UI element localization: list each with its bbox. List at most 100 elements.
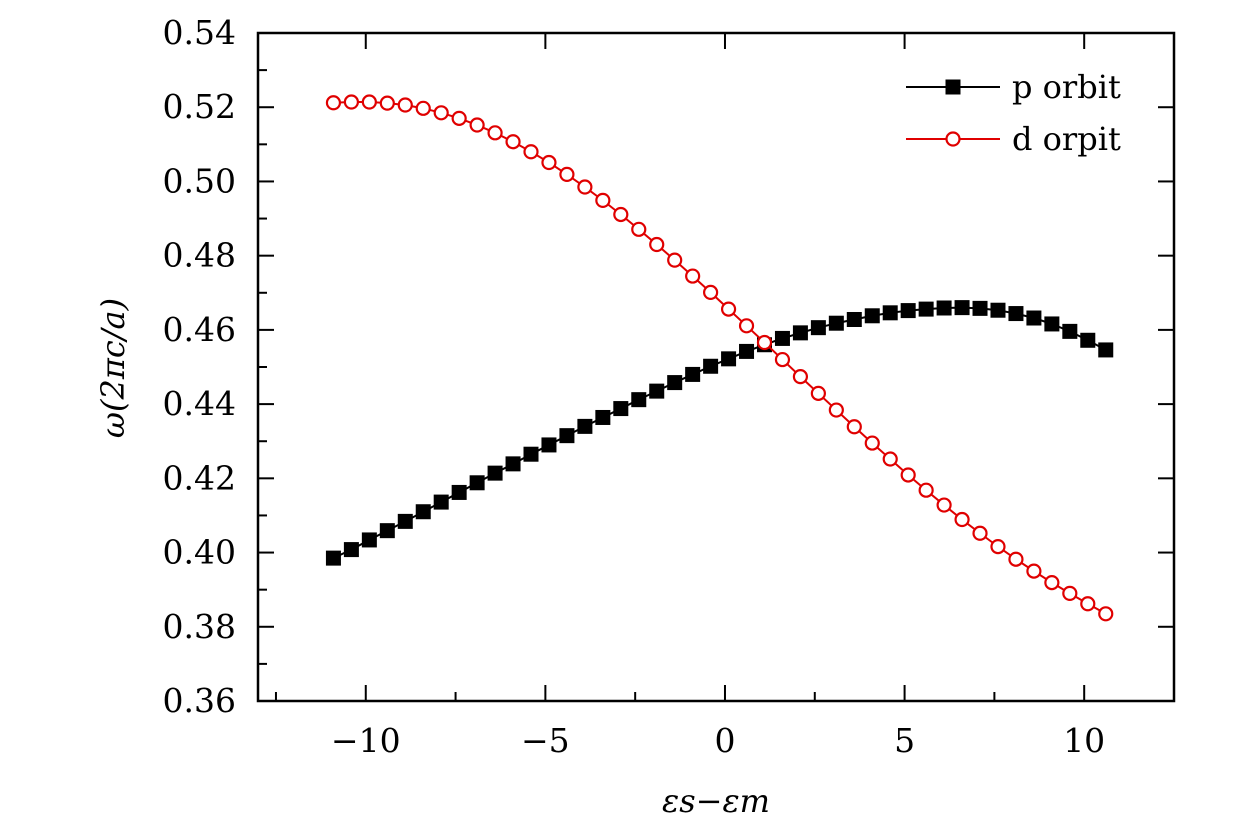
data-point xyxy=(703,284,719,301)
data-point xyxy=(649,236,665,253)
data-point xyxy=(990,539,1006,555)
data-point xyxy=(936,497,952,513)
data-point xyxy=(487,125,503,141)
data-point xyxy=(325,550,341,566)
y-axis-label: ω(2πc/a) xyxy=(94,298,132,438)
data-point xyxy=(487,465,503,481)
data-point xyxy=(343,94,359,110)
data-point xyxy=(720,301,737,317)
data-point xyxy=(792,325,808,341)
data-point xyxy=(433,105,449,121)
data-point xyxy=(649,383,665,399)
data-point xyxy=(810,385,826,401)
y-tick-label: 0.42 xyxy=(163,458,236,497)
data-point xyxy=(1080,332,1096,348)
data-point xyxy=(523,144,539,160)
data-point xyxy=(1026,563,1042,579)
data-point xyxy=(415,504,431,520)
x-tick-label: −10 xyxy=(331,721,401,760)
legend-label: p orbit xyxy=(1012,68,1121,106)
data-point xyxy=(667,252,683,268)
data-point xyxy=(864,308,880,324)
y-tick-label: 0.54 xyxy=(163,13,236,52)
data-point xyxy=(595,409,611,425)
data-point xyxy=(451,484,467,500)
data-point xyxy=(1080,596,1096,612)
data-point xyxy=(918,301,934,317)
data-point xyxy=(469,117,485,133)
data-point xyxy=(900,467,916,483)
data-point xyxy=(1044,316,1060,332)
data-point xyxy=(541,437,557,453)
data-point xyxy=(972,525,988,541)
data-point xyxy=(541,154,557,171)
data-point xyxy=(379,523,395,539)
data-point xyxy=(1008,306,1024,322)
series-layer xyxy=(325,94,1114,622)
data-point xyxy=(1098,606,1114,622)
data-point xyxy=(918,482,934,498)
data-point xyxy=(846,311,862,327)
data-point xyxy=(559,166,575,182)
x-tick-label: −5 xyxy=(521,721,570,760)
legend: p orbit d orpit xyxy=(906,68,1121,158)
data-point xyxy=(1098,342,1114,358)
x-tick-label: 10 xyxy=(1063,721,1105,760)
data-point xyxy=(882,305,898,321)
y-tick-label: 0.50 xyxy=(163,161,236,200)
data-point xyxy=(846,419,862,435)
data-point xyxy=(343,542,359,558)
series-0 xyxy=(325,300,1114,566)
data-point xyxy=(828,315,844,331)
data-point xyxy=(774,351,791,368)
data-point xyxy=(415,100,431,116)
data-point xyxy=(936,300,952,316)
y-tick-label: 0.40 xyxy=(163,533,236,572)
data-point xyxy=(828,402,844,418)
data-point xyxy=(559,428,575,444)
data-point xyxy=(1044,575,1060,591)
data-point xyxy=(1008,551,1024,567)
y-tick-label: 0.44 xyxy=(163,384,236,423)
data-point xyxy=(756,334,773,351)
data-point xyxy=(505,134,521,150)
data-point xyxy=(361,532,377,548)
data-point xyxy=(397,97,413,113)
y-tick-label: 0.52 xyxy=(163,87,236,126)
data-point xyxy=(361,94,377,110)
legend-marker xyxy=(945,79,961,95)
x-axis-label: εs−εm xyxy=(662,782,770,820)
data-point xyxy=(1026,310,1042,326)
data-point xyxy=(379,95,395,111)
data-point xyxy=(451,110,467,126)
legend-label: d orpit xyxy=(1012,120,1121,158)
legend-marker xyxy=(945,131,961,147)
data-point xyxy=(990,302,1006,318)
y-tick-label: 0.38 xyxy=(163,607,236,646)
data-point xyxy=(469,475,485,491)
x-tick-label: 0 xyxy=(714,721,735,760)
data-point xyxy=(397,513,413,529)
data-point xyxy=(954,300,970,316)
series-line xyxy=(333,306,1107,560)
data-point xyxy=(577,418,593,434)
data-point xyxy=(972,300,988,316)
data-point xyxy=(505,456,521,472)
series-1 xyxy=(325,94,1114,622)
data-point xyxy=(721,351,737,367)
y-tick-label: 0.36 xyxy=(163,681,236,720)
data-point xyxy=(433,494,449,510)
data-point xyxy=(792,369,809,385)
data-point xyxy=(1062,585,1078,601)
data-point xyxy=(900,303,916,319)
data-point xyxy=(685,366,701,382)
data-point xyxy=(739,343,755,359)
y-tick-label: 0.46 xyxy=(163,310,236,349)
data-point xyxy=(1062,323,1078,339)
y-tick-label: 0.48 xyxy=(163,236,236,275)
data-point xyxy=(595,192,611,208)
data-point xyxy=(954,511,970,528)
series-line xyxy=(333,101,1107,615)
data-point xyxy=(631,392,647,408)
